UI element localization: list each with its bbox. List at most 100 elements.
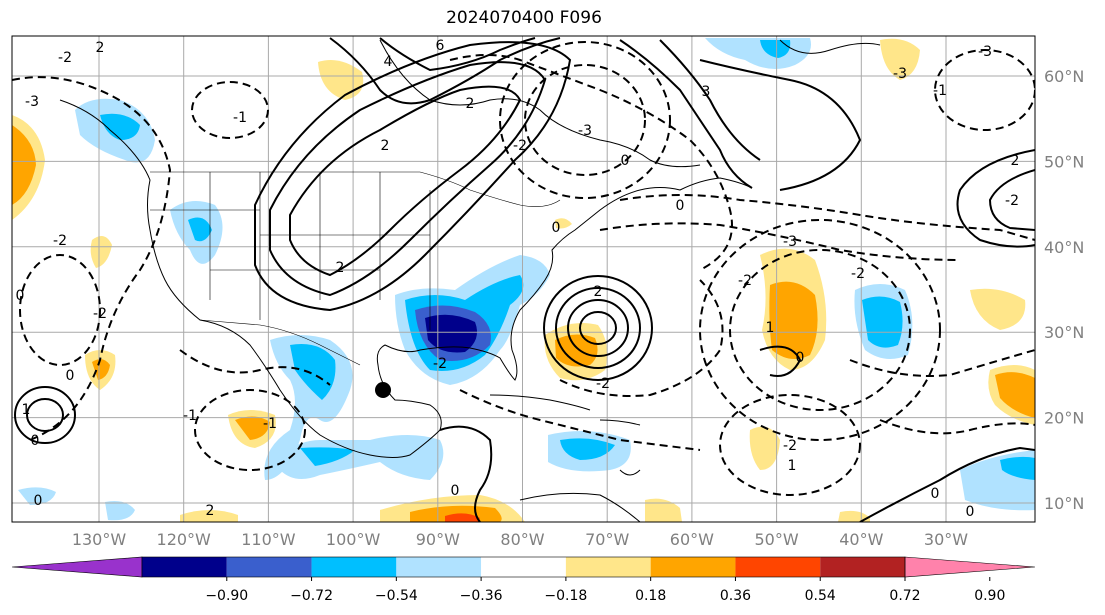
shade-yellow-1 — [90, 236, 112, 268]
coast-islands — [599, 419, 641, 476]
lat-tick-label: 40°N — [1044, 238, 1084, 257]
contour-atl-high-3 — [543, 275, 653, 381]
contour-low-1 — [191, 81, 269, 139]
colorbar-segment — [481, 557, 566, 577]
shade-east-yellow — [970, 288, 1026, 330]
positive-contours — [14, 37, 1035, 522]
shade-se-blue-mid — [1000, 456, 1035, 480]
lat-tick-label: 20°N — [1044, 409, 1084, 428]
contour-value-label: 2 — [336, 260, 345, 276]
contour-value-label: -1 — [183, 408, 197, 424]
shade-sw-blue — [18, 487, 56, 505]
storm-center-marker — [375, 382, 391, 398]
shade-n-blue-mid — [760, 40, 791, 58]
contour-high-5 — [379, 37, 536, 72]
lon-tick-label: 110°W — [241, 530, 296, 549]
contour-value-label: 2 — [381, 138, 390, 154]
contour-value-label: -1 — [233, 110, 247, 126]
contour-value-label: -3 — [578, 123, 592, 139]
contour-value-label: -3 — [783, 234, 797, 250]
lon-tick-label: 90°W — [416, 530, 460, 549]
contour-value-label: 0 — [451, 483, 460, 499]
shade-east-orange — [995, 372, 1035, 418]
shade-south-red — [445, 513, 480, 522]
border-us-mexico — [199, 319, 361, 366]
contour-value-label: 0 — [31, 433, 40, 449]
colorbar-min-arrow — [11, 556, 143, 578]
colorbar-frame — [141, 556, 906, 578]
colorbar-tick-label: 0.36 — [720, 588, 751, 604]
contour-value-label: -3 — [25, 94, 39, 110]
border-us-canada — [150, 171, 561, 207]
shade-nw-mid — [100, 113, 140, 140]
contour-east-high-1 — [956, 149, 1035, 248]
shade-orange-2 — [92, 359, 110, 380]
contour-high-7 — [659, 39, 761, 161]
colorbar-tick-label: −0.72 — [290, 588, 333, 604]
shaded-fields — [12, 38, 1035, 522]
coast-south-america — [519, 492, 641, 522]
shade-mexico-lower-mid — [300, 447, 355, 466]
colorbar-tick-label: −0.18 — [544, 588, 587, 604]
colorbar-segment — [820, 557, 905, 577]
coast-cuba — [489, 394, 591, 411]
colorbar-segment — [226, 557, 312, 577]
contour-value-label: 0 — [16, 288, 25, 304]
contour-value-label: 2 — [594, 284, 603, 300]
contour-value-label: 6 — [436, 38, 445, 54]
lon-tick-label: 40°W — [839, 530, 883, 549]
contour-low-6 — [699, 219, 941, 441]
lat-tick-label: 10°N — [1044, 494, 1084, 513]
contour-value-label: 0 — [796, 350, 805, 366]
contour-value-label: 4 — [384, 54, 393, 70]
lon-tick-label: 60°W — [670, 530, 714, 549]
contour-value-label: -1 — [263, 416, 277, 432]
states-grid — [150, 172, 431, 330]
shade-n-yellow — [880, 38, 920, 80]
contour-value-label: -3 — [893, 66, 907, 82]
shade-atl-orange — [555, 334, 598, 367]
contours — [12, 37, 1035, 522]
shade-sw-blue2 — [105, 501, 135, 521]
contour-sth-high-1 — [439, 425, 493, 522]
contour-value-label: -2 — [433, 356, 447, 372]
contour-value-label: 0 — [931, 486, 940, 502]
map-frame — [11, 35, 1036, 523]
contour-sth-high-3 — [759, 345, 802, 377]
contour-neg-f — [179, 349, 331, 386]
colorbar-segment — [735, 557, 821, 577]
lat-tick-label: 60°N — [1044, 67, 1084, 86]
colorbar-tick-label: 0.72 — [889, 588, 920, 604]
colorbar-segment — [142, 557, 227, 577]
lon-tick-label: 50°W — [755, 530, 799, 549]
shade-carib-mid — [560, 438, 615, 460]
coast-greenland — [779, 39, 881, 54]
contour-value-label: 0 — [676, 198, 685, 214]
contour-value-label: -2 — [851, 266, 865, 282]
colorbar-tick-label: −0.36 — [460, 588, 503, 604]
contour-neg-d — [599, 222, 961, 261]
contour-low-9 — [194, 389, 306, 471]
contour-value-label: 0 — [552, 220, 561, 236]
lon-tick-label: 80°W — [500, 530, 544, 549]
contour-labels: 2 -2 -3 -1 6 4 2 -3 -2 -3 3 0 -3 2 -2 -1 0 -2 -2 2 -3 2 2 0 0 -2 1… — [16, 38, 1020, 520]
contour-sth-high-2 — [859, 446, 1035, 522]
shade-far-yellow — [645, 498, 682, 522]
shade-mexico-lower — [280, 435, 444, 480]
contour-low-3 — [499, 41, 671, 199]
contour-neg-a — [12, 76, 172, 441]
colorbar-max-arrow — [904, 556, 1036, 578]
coast-north-america — [59, 99, 753, 458]
lon-tick-label: 100°W — [326, 530, 381, 549]
contour-high-8 — [699, 59, 862, 191]
shade-orange-4 — [235, 416, 270, 440]
lat-tick-label: 50°N — [1044, 152, 1084, 171]
lon-tick-label: 30°W — [924, 530, 968, 549]
contour-neg-c — [619, 194, 1035, 241]
contour-value-label: 3 — [702, 84, 711, 100]
colorbar-tick-label: 0.18 — [635, 588, 666, 604]
shade-rocky-mid — [188, 217, 212, 242]
shade-sw-yellow — [180, 510, 238, 522]
contour-low-5 — [729, 249, 911, 411]
contour-high-3 — [254, 41, 572, 312]
